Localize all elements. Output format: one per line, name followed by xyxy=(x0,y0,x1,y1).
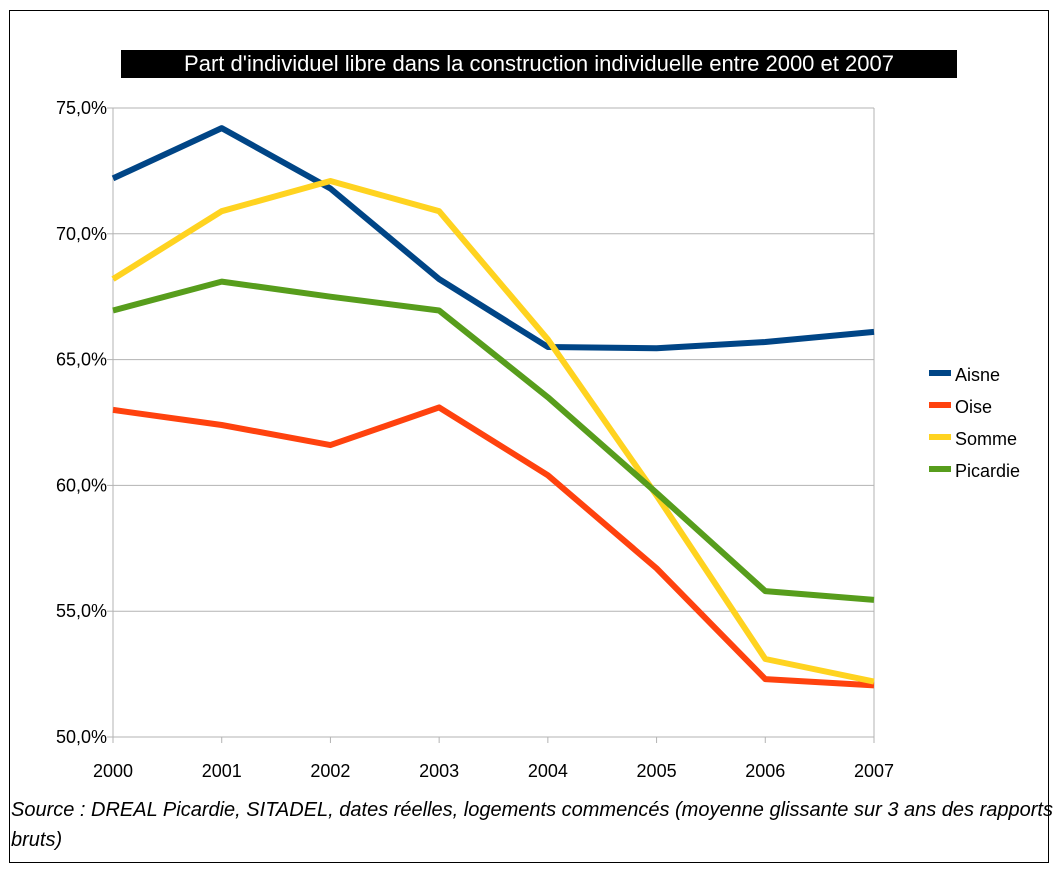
x-tick-label: 2007 xyxy=(854,761,894,781)
y-tick-label: 75,0% xyxy=(56,98,107,118)
x-tick-label: 2003 xyxy=(419,761,459,781)
series-line-picardie xyxy=(112,278,875,603)
x-tick-label: 2006 xyxy=(745,761,785,781)
series-line-aisne xyxy=(111,125,875,352)
x-tick-label: 2004 xyxy=(528,761,568,781)
series-line-somme xyxy=(111,178,875,685)
x-tick-label: 2000 xyxy=(93,761,133,781)
legend-label: Somme xyxy=(955,429,1017,449)
x-tick-label: 2002 xyxy=(310,761,350,781)
chart-title-background xyxy=(121,50,957,78)
y-tick-label: 55,0% xyxy=(56,601,107,621)
x-tick-label: 2005 xyxy=(637,761,677,781)
series-line-oise xyxy=(112,404,875,689)
legend-label: Aisne xyxy=(955,365,1000,385)
y-tick-label: 50,0% xyxy=(56,727,107,747)
x-tick-label: 2001 xyxy=(202,761,242,781)
y-tick-label: 65,0% xyxy=(56,350,107,370)
y-tick-label: 60,0% xyxy=(56,475,107,495)
source-note: Source : DREAL Picardie, SITADEL, dates … xyxy=(11,799,1059,851)
y-tick-label: 70,0% xyxy=(56,224,107,244)
chart-frame xyxy=(9,10,1049,863)
legend-label: Picardie xyxy=(955,461,1020,481)
chart-title: Part d'individuel libre dans la construc… xyxy=(184,51,894,76)
legend-label: Oise xyxy=(955,397,992,417)
